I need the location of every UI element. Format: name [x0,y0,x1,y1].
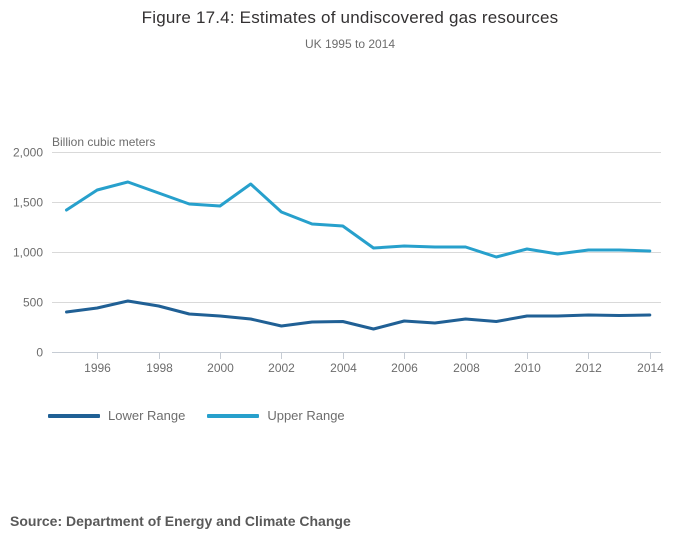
y-axis-unit-label: Billion cubic meters [52,135,155,149]
x-tick-label: 1996 [84,361,111,375]
x-tick-label: 2012 [575,361,602,375]
y-tick-label: 2,000 [13,146,43,160]
upper-range-line [65,180,652,259]
lower-range-line [65,299,652,331]
source-note: Source: Department of Energy and Climate… [10,513,351,529]
y-tick-label: 1,500 [13,196,43,210]
legend-item-upper-range: Upper Range [207,408,345,423]
legend-item-lower-range: Lower Range [48,408,185,423]
x-tick-label: 2010 [514,361,541,375]
y-tick-label: 0 [36,346,43,360]
legend-label: Lower Range [108,408,186,423]
x-tick-label: 2008 [453,361,480,375]
x-tick-label: 2002 [268,361,295,375]
lower-range-line-swatch [48,413,100,418]
x-tick-label: 2014 [637,361,664,375]
y-tick-label: 1,000 [13,246,43,260]
figure-subtitle: UK 1995 to 2014 [304,37,396,51]
upper-range-line-swatch [207,413,260,418]
x-tick-label: 2000 [207,361,234,375]
legend-label: Upper Range [267,408,345,423]
x-tick-label: 2006 [391,361,418,375]
x-tick-label: 2004 [330,361,357,375]
y-tick-label: 500 [23,296,43,310]
chart-legend: Lower Range Upper Range [48,408,345,423]
figure-title: Figure 17.4: Estimates of undiscovered g… [141,8,559,27]
x-tick-label: 1998 [146,361,173,375]
